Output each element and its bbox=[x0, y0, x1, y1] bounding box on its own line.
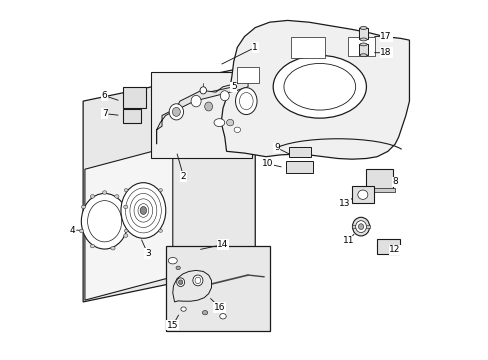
Ellipse shape bbox=[359, 27, 366, 30]
Ellipse shape bbox=[176, 266, 180, 270]
Text: 15: 15 bbox=[167, 321, 178, 330]
Ellipse shape bbox=[200, 87, 206, 94]
Ellipse shape bbox=[355, 221, 366, 233]
Polygon shape bbox=[151, 72, 251, 158]
Ellipse shape bbox=[102, 191, 106, 194]
Text: 17: 17 bbox=[380, 32, 391, 41]
Ellipse shape bbox=[235, 87, 257, 114]
Ellipse shape bbox=[204, 102, 212, 111]
Text: 8: 8 bbox=[391, 177, 397, 186]
Text: 11: 11 bbox=[342, 237, 353, 246]
Ellipse shape bbox=[178, 280, 183, 284]
Polygon shape bbox=[165, 246, 269, 330]
Polygon shape bbox=[172, 270, 211, 302]
Bar bbox=[359, 44, 367, 55]
Ellipse shape bbox=[123, 234, 128, 237]
Ellipse shape bbox=[123, 205, 128, 209]
Ellipse shape bbox=[90, 244, 94, 248]
Ellipse shape bbox=[81, 205, 85, 209]
Bar bbox=[359, 28, 367, 40]
Bar bbox=[348, 37, 375, 56]
Polygon shape bbox=[156, 81, 247, 144]
Ellipse shape bbox=[359, 54, 366, 57]
Text: 9: 9 bbox=[273, 143, 279, 152]
Ellipse shape bbox=[172, 107, 180, 116]
Text: 16: 16 bbox=[213, 303, 224, 312]
Text: 4: 4 bbox=[69, 226, 75, 235]
Polygon shape bbox=[83, 65, 255, 302]
Text: 13: 13 bbox=[339, 199, 350, 208]
Ellipse shape bbox=[140, 207, 146, 215]
Bar bbox=[290, 37, 325, 58]
Ellipse shape bbox=[90, 195, 94, 198]
Ellipse shape bbox=[80, 229, 84, 233]
Ellipse shape bbox=[220, 91, 229, 101]
Ellipse shape bbox=[202, 311, 207, 315]
Ellipse shape bbox=[124, 189, 128, 192]
Ellipse shape bbox=[168, 257, 177, 264]
Text: 12: 12 bbox=[388, 246, 400, 255]
Text: 6: 6 bbox=[102, 91, 107, 100]
Bar bbox=[123, 109, 141, 123]
Ellipse shape bbox=[176, 278, 184, 287]
Ellipse shape bbox=[159, 229, 162, 233]
Ellipse shape bbox=[169, 104, 183, 120]
Text: 5: 5 bbox=[230, 82, 236, 91]
Text: 10: 10 bbox=[262, 159, 273, 168]
Ellipse shape bbox=[358, 224, 363, 229]
Ellipse shape bbox=[124, 229, 128, 233]
Ellipse shape bbox=[181, 307, 186, 311]
Ellipse shape bbox=[359, 43, 366, 46]
Text: 3: 3 bbox=[144, 249, 150, 258]
Ellipse shape bbox=[357, 190, 367, 199]
Ellipse shape bbox=[121, 183, 165, 238]
Text: 2: 2 bbox=[181, 172, 186, 181]
Text: 14: 14 bbox=[217, 240, 228, 249]
Text: 18: 18 bbox=[380, 48, 391, 57]
Ellipse shape bbox=[234, 127, 240, 132]
Ellipse shape bbox=[159, 189, 162, 192]
Ellipse shape bbox=[359, 38, 366, 41]
Polygon shape bbox=[221, 21, 408, 159]
Polygon shape bbox=[85, 146, 172, 300]
Ellipse shape bbox=[273, 55, 366, 118]
Text: 1: 1 bbox=[252, 43, 258, 52]
Ellipse shape bbox=[191, 95, 201, 107]
Bar bbox=[237, 67, 258, 83]
Ellipse shape bbox=[111, 246, 115, 250]
Bar bbox=[366, 169, 392, 189]
Ellipse shape bbox=[115, 195, 119, 198]
Ellipse shape bbox=[352, 217, 369, 236]
Ellipse shape bbox=[214, 119, 224, 127]
Bar bbox=[376, 239, 400, 253]
Bar bbox=[351, 186, 373, 203]
Text: 7: 7 bbox=[102, 109, 107, 118]
Bar bbox=[285, 161, 312, 173]
Ellipse shape bbox=[192, 275, 203, 286]
Bar bbox=[364, 188, 394, 192]
Ellipse shape bbox=[226, 120, 233, 126]
Ellipse shape bbox=[219, 314, 226, 319]
Bar bbox=[289, 147, 310, 157]
Bar bbox=[351, 225, 369, 228]
Ellipse shape bbox=[81, 193, 128, 249]
Bar bbox=[122, 87, 145, 108]
